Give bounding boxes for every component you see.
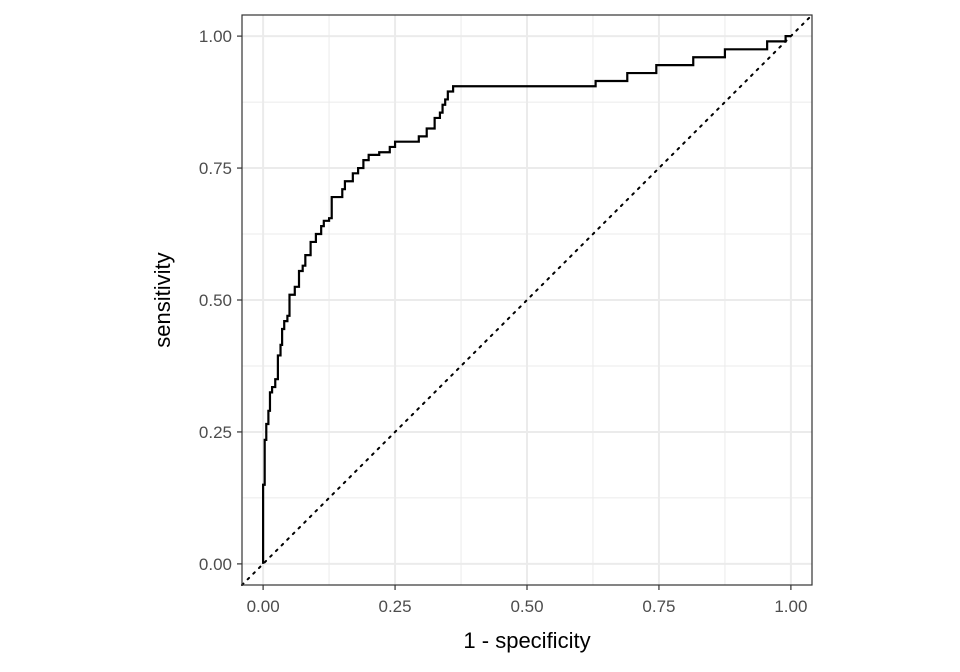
y-axis-title: sensitivity [150, 252, 175, 347]
x-axis-title: 1 - specificity [463, 628, 590, 653]
grid [242, 15, 812, 585]
y-tick-label: 1.00 [199, 27, 232, 46]
y-axis-ticks: 0.00 0.25 0.50 0.75 1.00 [199, 27, 242, 574]
roc-curve-line [262, 35, 791, 564]
y-tick-label: 0.50 [199, 291, 232, 310]
x-tick-label: 0.75 [642, 597, 675, 616]
reference-diagonal-line [241, 14, 813, 586]
y-tick-label: 0.75 [199, 159, 232, 178]
y-tick-label: 0.25 [199, 423, 232, 442]
x-axis-ticks: 0.00 0.25 0.50 0.75 1.00 [247, 585, 807, 616]
y-tick-label: 0.00 [199, 555, 232, 574]
x-tick-label: 0.50 [510, 597, 543, 616]
x-tick-label: 0.00 [247, 597, 280, 616]
x-tick-label: 0.25 [379, 597, 412, 616]
x-tick-label: 1.00 [774, 597, 807, 616]
